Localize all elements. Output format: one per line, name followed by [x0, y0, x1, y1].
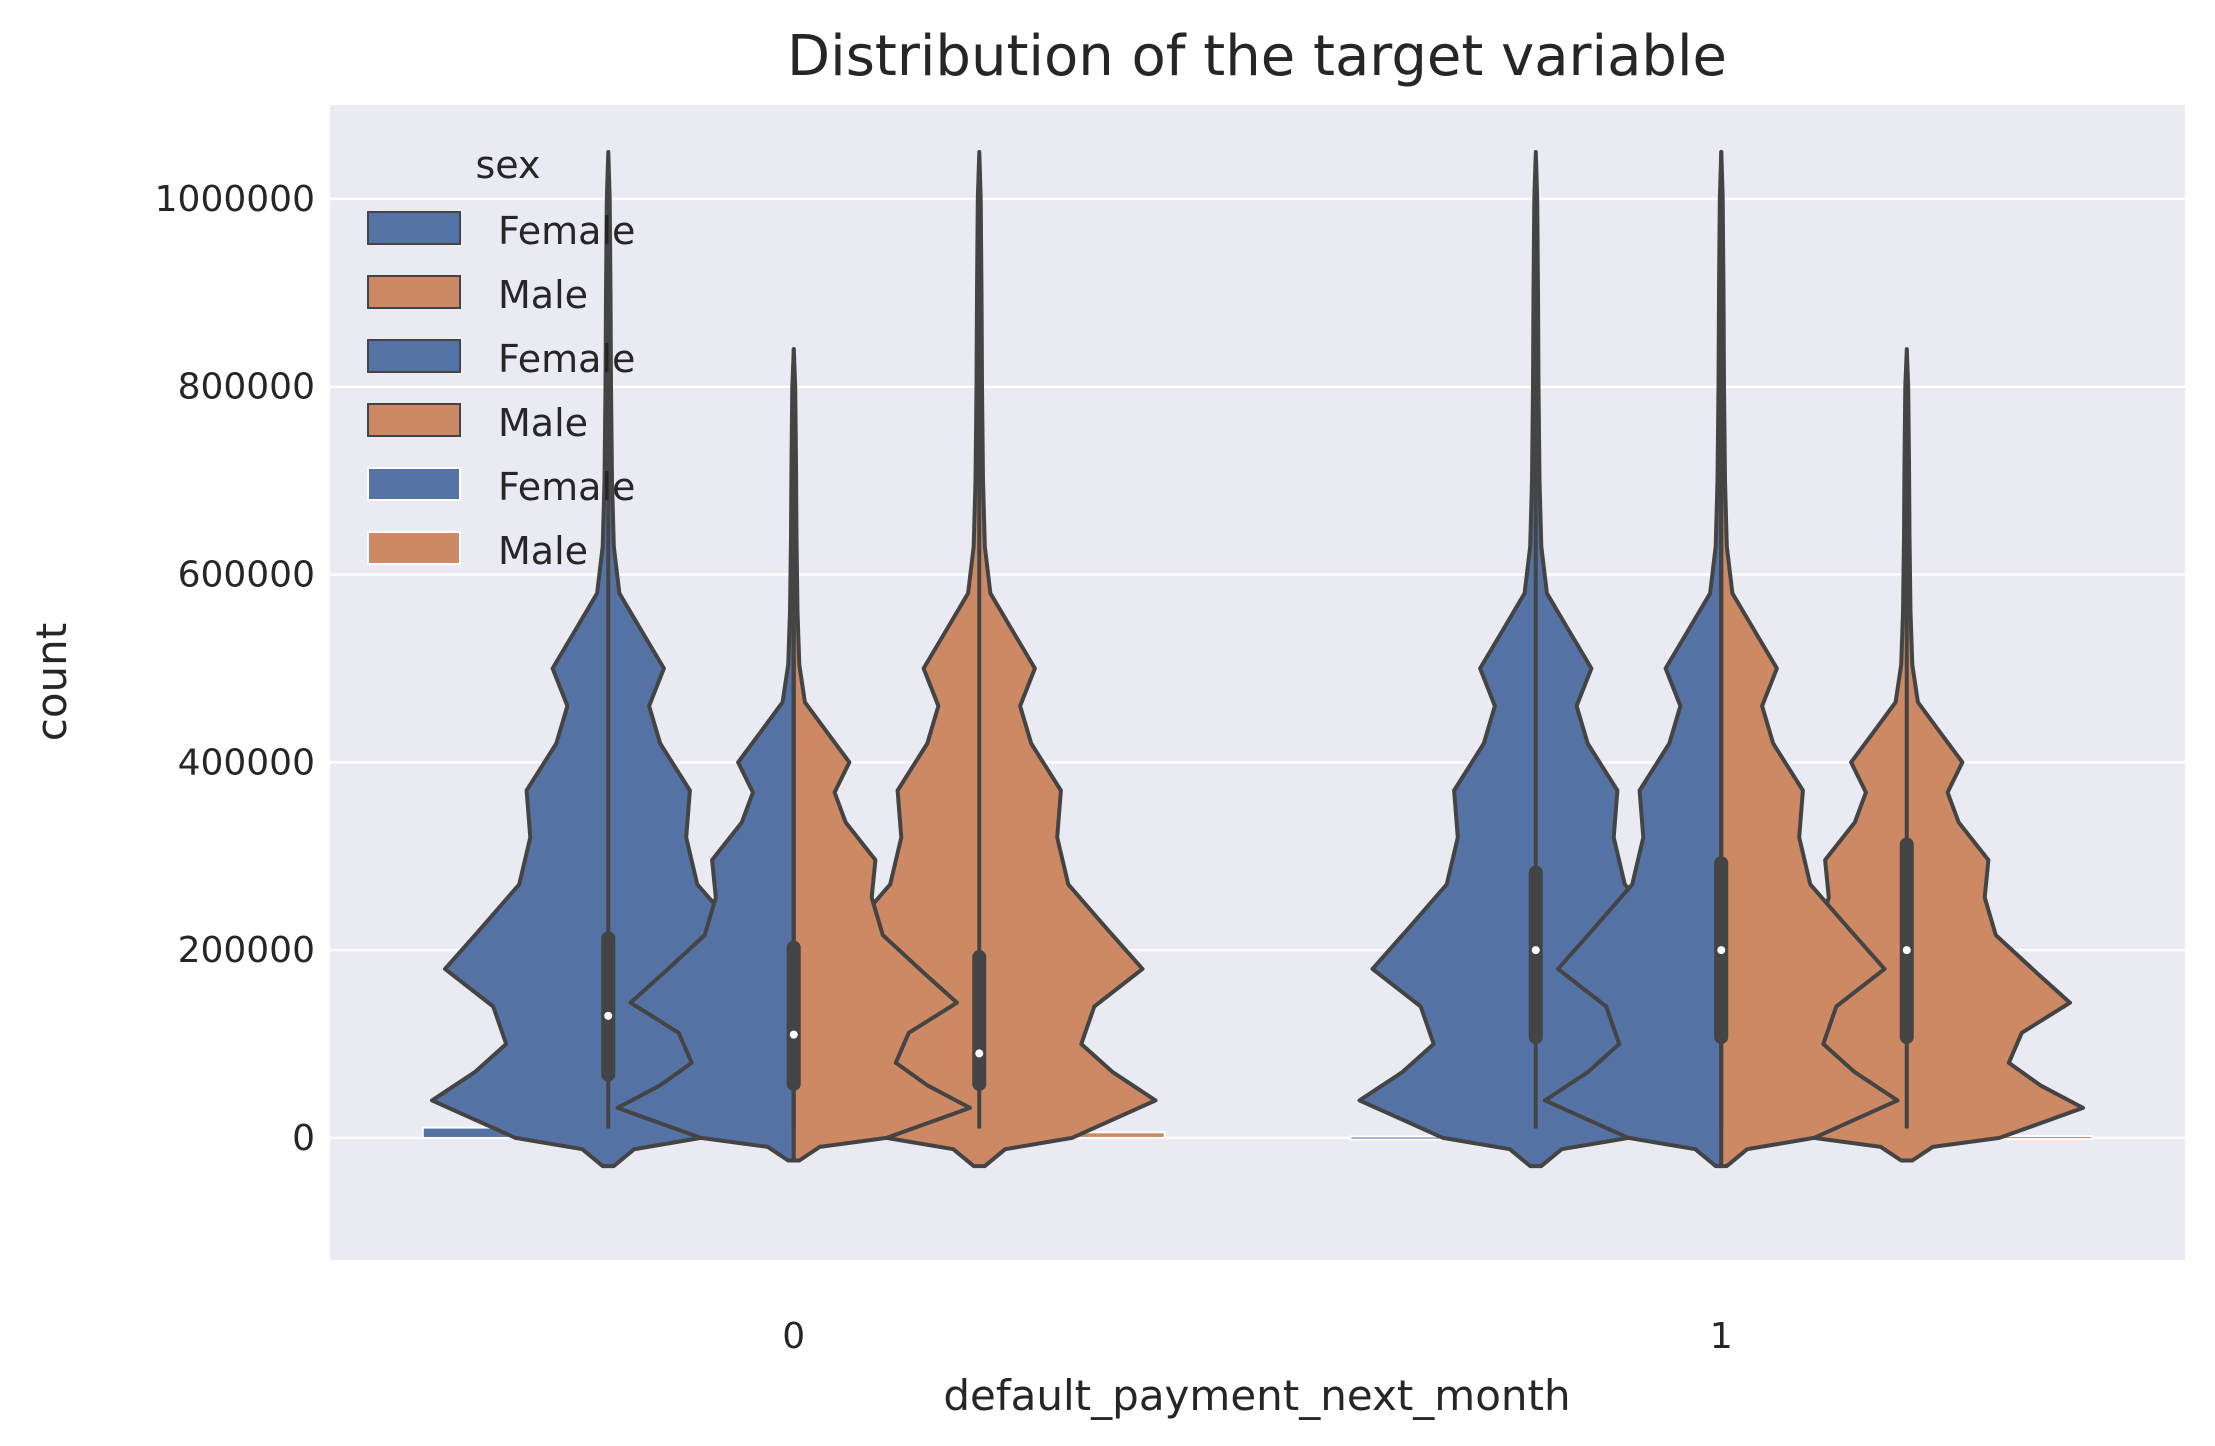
violin-body — [615, 347, 796, 1163]
legend-swatch — [367, 403, 461, 437]
violin-box — [1899, 837, 1914, 1045]
violin-body — [791, 347, 972, 1163]
y-axis-ticks: 0 200000 400000 600000 800000 1000000 — [155, 179, 315, 1159]
violin-median — [1531, 946, 1540, 955]
violin-body — [1543, 149, 1724, 1169]
violin-median — [1717, 946, 1726, 955]
legend-swatch — [367, 339, 461, 373]
legend-swatch — [367, 467, 461, 501]
violin-median — [789, 1030, 798, 1039]
y-tick-label: 0 — [292, 1118, 315, 1159]
violin-median — [975, 1049, 984, 1058]
violins — [430, 149, 2085, 1169]
legend-title: sex — [476, 143, 541, 187]
legend-swatch — [367, 275, 461, 309]
legend-label: Male — [498, 529, 588, 573]
violin-box — [786, 940, 801, 1091]
x-axis-label: default_payment_next_month — [943, 1371, 1570, 1420]
y-tick-label: 200000 — [178, 930, 315, 971]
legend-label: Female — [498, 465, 635, 509]
violin-median — [1902, 946, 1911, 955]
violin-box — [601, 931, 616, 1082]
y-tick-label: 400000 — [178, 742, 315, 783]
y-tick-label: 1000000 — [155, 179, 315, 220]
violin-body — [1719, 149, 1900, 1169]
chart-title: Distribution of the target variable — [787, 24, 1727, 89]
violin-box — [972, 950, 987, 1091]
x-tick-label: 1 — [1710, 1316, 1733, 1357]
legend-label: Male — [498, 273, 588, 317]
legend-label: Female — [498, 209, 635, 253]
legend-swatch — [367, 531, 461, 565]
legend-label: Male — [498, 401, 588, 445]
x-tick-label: 0 — [782, 1316, 805, 1357]
violin-median — [604, 1011, 613, 1020]
legend: sex Female Male Female Male Female Male — [367, 143, 635, 573]
y-axis-label: count — [27, 623, 76, 742]
violin-box — [1528, 865, 1543, 1045]
legend-label: Female — [498, 337, 635, 381]
legend-swatch — [367, 211, 461, 245]
y-tick-label: 800000 — [178, 367, 315, 408]
y-tick-label: 600000 — [178, 555, 315, 596]
